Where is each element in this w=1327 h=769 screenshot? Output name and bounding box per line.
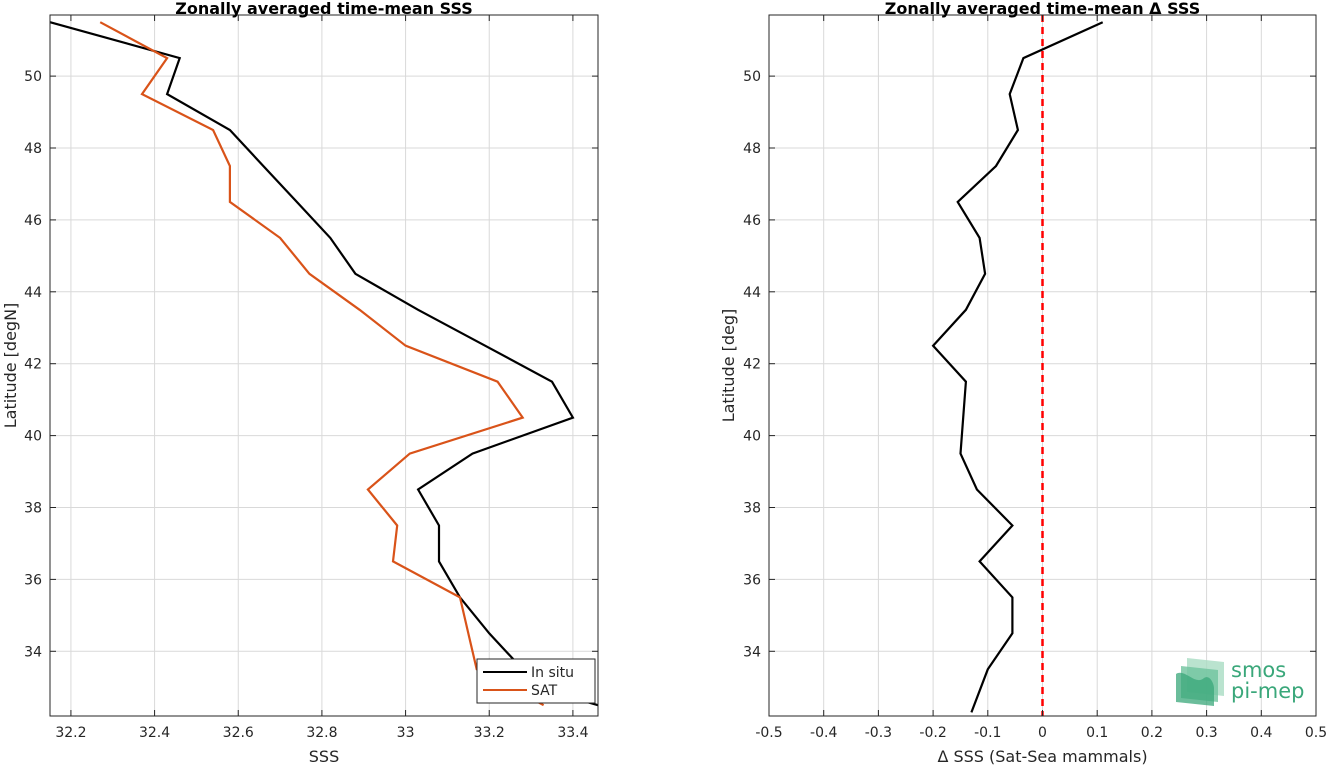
y-tick-label: 46 bbox=[743, 213, 761, 229]
x-tick-label: -0.2 bbox=[919, 725, 946, 741]
chart-title: Zonally averaged time-mean Δ SSS bbox=[885, 0, 1201, 18]
x-tick-label: 33.4 bbox=[557, 725, 588, 741]
y-tick-label: 48 bbox=[743, 141, 761, 157]
y-tick-label: 36 bbox=[743, 572, 761, 588]
x-tick-label: -0.1 bbox=[974, 725, 1001, 741]
y-tick-label: 42 bbox=[743, 357, 761, 373]
chart-title: Zonally averaged time-mean SSS bbox=[175, 0, 473, 18]
x-tick-label: -0.3 bbox=[865, 725, 892, 741]
series-line-in-situ bbox=[49, 21, 599, 707]
y-tick-label: 40 bbox=[743, 429, 761, 445]
y-tick-label: 50 bbox=[743, 69, 761, 85]
right-panel: -0.5 -0.4 -0.3 -0.2 -0.1 0 0.1 0.2 0.3 0.4 0.5 34 36… bbox=[719, 0, 1327, 766]
legend-label-sat: SAT bbox=[531, 683, 558, 699]
y-tick-label: 46 bbox=[24, 213, 42, 229]
x-tick-label: -0.5 bbox=[755, 725, 782, 741]
legend-label-in-situ: In situ bbox=[531, 665, 574, 681]
y-tick-label: 38 bbox=[743, 500, 761, 516]
left-panel: 32.2 32.4 32.6 32.8 33 33.2 33.4 34 36 38 40 42 44 46… bbox=[1, 0, 599, 766]
y-tick-label: 38 bbox=[24, 500, 42, 516]
y-axis-label: Latitude [deg] bbox=[719, 309, 738, 423]
legend: In situ SAT bbox=[476, 658, 596, 704]
x-tick-label: 0.2 bbox=[1141, 725, 1163, 741]
x-tick-label: 33 bbox=[397, 725, 415, 741]
y-tick-label: 44 bbox=[24, 285, 42, 301]
x-axis-label: Δ SSS (Sat-Sea mammals) bbox=[937, 747, 1147, 765]
series-line-sat bbox=[99, 21, 545, 707]
y-tick-label: 36 bbox=[24, 572, 42, 588]
x-axis-label: SSS bbox=[309, 747, 339, 765]
x-tick-label: 33.2 bbox=[474, 725, 505, 741]
logo-wave-icon bbox=[1176, 658, 1224, 706]
y-axis-label: Latitude [degN] bbox=[1, 303, 20, 429]
x-tick-label: 32.8 bbox=[306, 725, 337, 741]
y-tick-label: 44 bbox=[743, 285, 761, 301]
y-tick-label: 34 bbox=[24, 644, 42, 660]
x-tick-label: 0.5 bbox=[1305, 725, 1327, 741]
x-tick-label: 0 bbox=[1038, 725, 1047, 741]
y-tick-label: 42 bbox=[24, 357, 42, 373]
x-tick-label: -0.4 bbox=[810, 725, 837, 741]
x-tick-label: 32.6 bbox=[223, 725, 254, 741]
y-tick-label: 40 bbox=[24, 429, 42, 445]
logo-text-smos: smos bbox=[1231, 658, 1286, 682]
series-line-delta-sss-0 bbox=[931, 21, 1104, 713]
logo-text-pi-mep: pi-mep bbox=[1231, 679, 1304, 703]
x-tick-label: 0.4 bbox=[1250, 725, 1272, 741]
y-tick-label: 48 bbox=[24, 141, 42, 157]
smos-pi-mep-logo: smos pi-mep bbox=[1176, 658, 1304, 706]
x-tick-label: 0.1 bbox=[1086, 725, 1108, 741]
y-tick-label: 34 bbox=[743, 644, 761, 660]
x-tick-label: 0.3 bbox=[1195, 725, 1217, 741]
y-tick-label: 50 bbox=[24, 69, 42, 85]
axes-box bbox=[49, 14, 599, 717]
legend-box bbox=[476, 658, 596, 704]
x-tick-label: 32.2 bbox=[55, 725, 86, 741]
x-tick-label: 32.4 bbox=[139, 725, 170, 741]
